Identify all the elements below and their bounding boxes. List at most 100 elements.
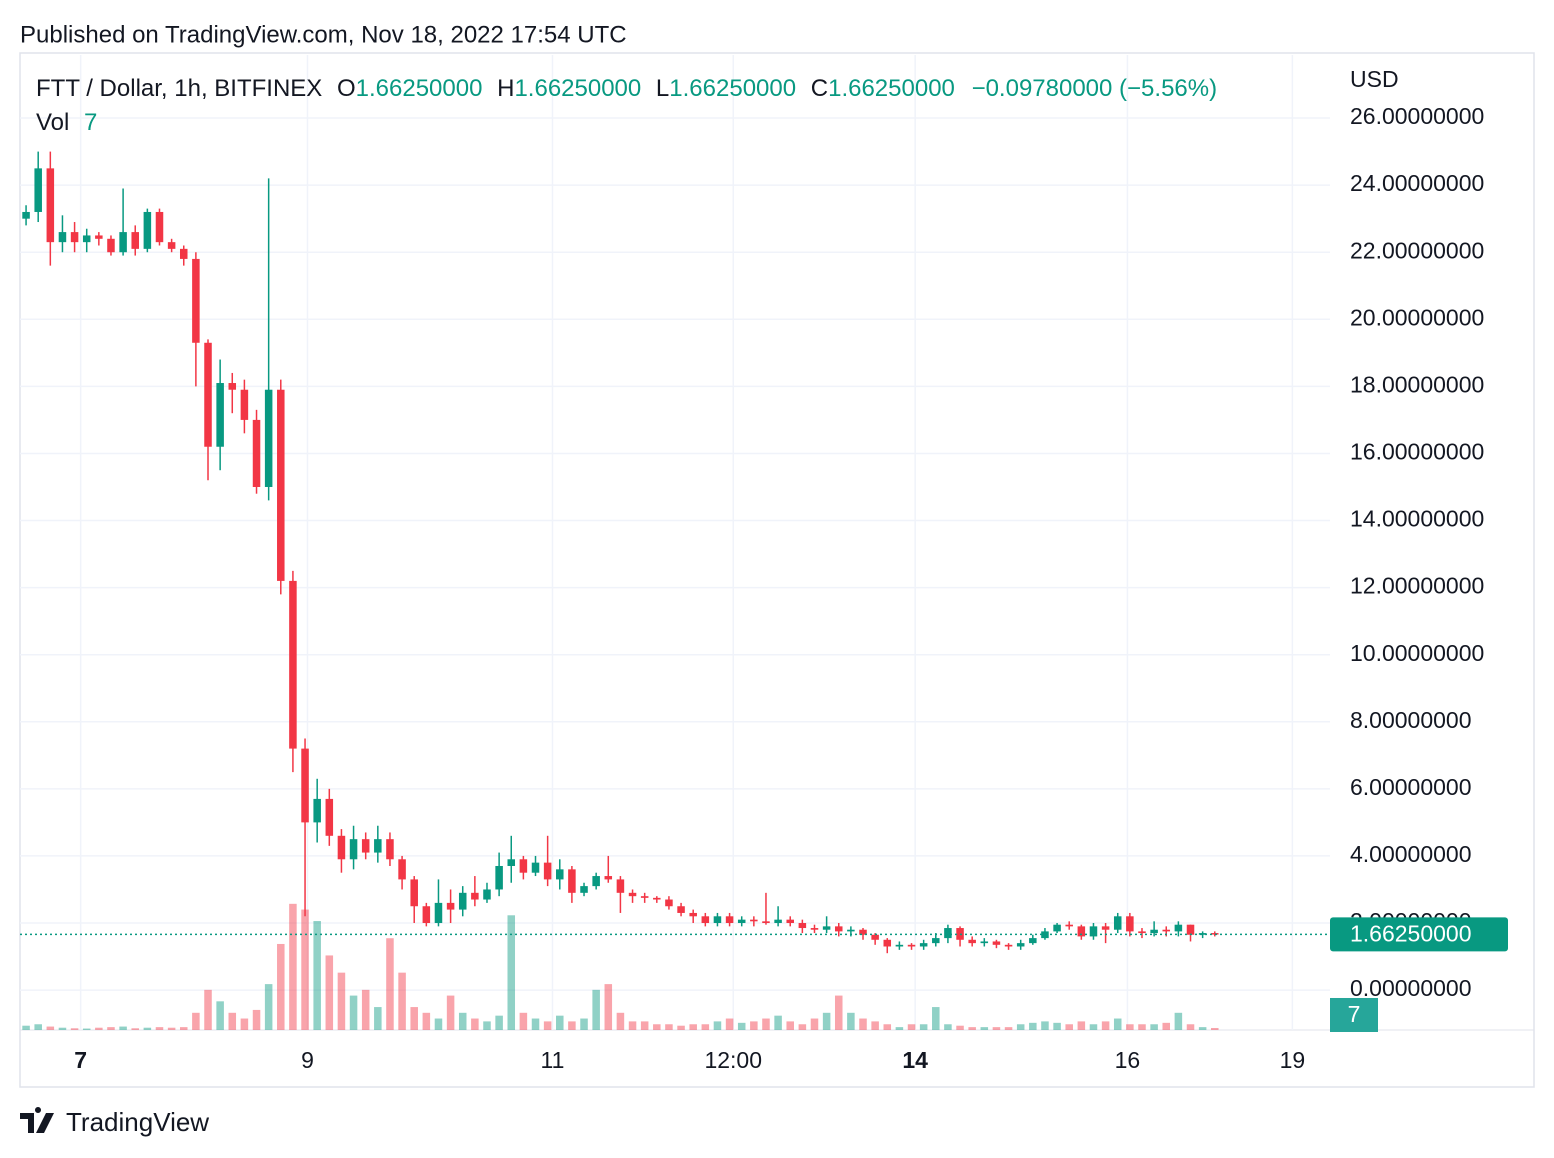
volume-bar bbox=[155, 1027, 164, 1030]
volume-bar bbox=[665, 1024, 673, 1030]
candle-body bbox=[531, 862, 540, 873]
candle-body bbox=[458, 892, 467, 910]
volume-bar bbox=[932, 1007, 940, 1030]
candle-body bbox=[471, 892, 479, 900]
volume-bar bbox=[725, 1018, 734, 1030]
volume-bar bbox=[483, 1021, 491, 1030]
candle-body bbox=[398, 859, 406, 880]
volume-bar bbox=[167, 1027, 176, 1030]
candle-body bbox=[386, 839, 394, 860]
candle-body bbox=[107, 238, 115, 253]
candle-body bbox=[95, 235, 103, 239]
volume-bar bbox=[264, 984, 273, 1030]
volume-bar bbox=[1162, 1022, 1171, 1030]
candle-body bbox=[932, 938, 940, 944]
volume-bar bbox=[1126, 1024, 1134, 1030]
candle-body bbox=[434, 902, 443, 924]
volume-bar bbox=[216, 1001, 224, 1030]
candle-body bbox=[1198, 933, 1207, 935]
y-tick-label: 8.00000000 bbox=[1350, 707, 1472, 733]
volume-bar bbox=[701, 1024, 710, 1030]
volume-bar bbox=[95, 1027, 103, 1030]
volume-bar bbox=[871, 1021, 879, 1030]
candle-body bbox=[883, 939, 892, 947]
volume-bar bbox=[834, 995, 843, 1030]
candle-body bbox=[1053, 924, 1061, 932]
candle-body bbox=[616, 879, 625, 893]
candle-body bbox=[495, 865, 503, 890]
volume-bar bbox=[289, 903, 297, 1030]
volume-bar bbox=[1198, 1027, 1207, 1030]
volume-bar bbox=[1065, 1024, 1073, 1030]
volume-bar bbox=[22, 1025, 30, 1030]
volume-bar bbox=[580, 1018, 588, 1030]
candle-body bbox=[580, 886, 588, 893]
volume-bar bbox=[713, 1021, 722, 1030]
volume-bar bbox=[301, 909, 309, 1030]
candle-body bbox=[628, 892, 637, 897]
volume-bar bbox=[919, 1024, 928, 1030]
y-tick-label: 20.00000000 bbox=[1350, 304, 1484, 330]
candle-body bbox=[228, 383, 237, 390]
candle-body bbox=[192, 258, 200, 343]
volume-bar bbox=[750, 1021, 758, 1030]
candle-body bbox=[313, 798, 321, 823]
candle-body bbox=[689, 912, 697, 917]
candle-body bbox=[1138, 931, 1146, 934]
volume-label: Vol bbox=[36, 109, 69, 136]
volume-bar bbox=[434, 1018, 443, 1030]
candle-body bbox=[543, 862, 552, 880]
brand-logo: TradingView bbox=[20, 1107, 209, 1137]
volume-bar bbox=[1077, 1021, 1086, 1030]
volume-bar bbox=[204, 989, 212, 1030]
candle-body bbox=[34, 168, 42, 212]
volume-bar bbox=[495, 1015, 503, 1030]
volume-bar bbox=[883, 1024, 892, 1030]
y-tick-label: 0.00000000 bbox=[1350, 975, 1472, 1001]
y-tick-label: 12.00000000 bbox=[1350, 573, 1484, 599]
y-tick-label: 22.00000000 bbox=[1350, 237, 1484, 263]
candle-body bbox=[992, 941, 1001, 945]
volume-bar bbox=[70, 1028, 79, 1030]
y-tick-label: 18.00000000 bbox=[1350, 371, 1484, 397]
volume-bar bbox=[228, 1012, 237, 1030]
candle-body bbox=[22, 211, 30, 219]
candle-body bbox=[919, 943, 928, 947]
x-tick-label: 16 bbox=[1115, 1047, 1141, 1073]
open-label: O bbox=[337, 75, 356, 102]
volume-bar bbox=[531, 1018, 540, 1030]
candle-body bbox=[70, 232, 79, 243]
volume-bar bbox=[1174, 1012, 1183, 1030]
volume-bar bbox=[616, 1012, 625, 1030]
candle-body bbox=[446, 902, 455, 910]
candle-body bbox=[665, 899, 673, 907]
candle-body bbox=[701, 916, 710, 924]
candle-body bbox=[1101, 926, 1110, 930]
volume-bar bbox=[471, 1018, 479, 1030]
volume-bar bbox=[337, 972, 346, 1030]
logo-icon bbox=[20, 1107, 54, 1133]
volume-bar bbox=[1138, 1024, 1146, 1030]
volume-bar bbox=[131, 1028, 139, 1030]
volume-bar bbox=[992, 1027, 1001, 1030]
candle-body bbox=[82, 235, 91, 243]
candle-body bbox=[895, 944, 904, 947]
volume-bar bbox=[107, 1027, 115, 1030]
candle-body bbox=[143, 211, 152, 249]
change-value: −0.09780000 (−5.56%) bbox=[972, 75, 1218, 102]
volume-bar bbox=[46, 1026, 55, 1030]
volume-bar bbox=[762, 1018, 770, 1030]
x-tick-label: 7 bbox=[74, 1047, 87, 1073]
volume-bar bbox=[907, 1024, 916, 1030]
candle-body bbox=[483, 889, 491, 900]
candle-body bbox=[786, 919, 794, 924]
volume-bar bbox=[786, 1021, 794, 1030]
candle-body bbox=[289, 580, 297, 749]
candle-body bbox=[131, 232, 139, 249]
candles bbox=[22, 151, 1219, 954]
candle-body bbox=[507, 859, 516, 866]
y-tick-label: 10.00000000 bbox=[1350, 640, 1484, 666]
volume-bar bbox=[252, 1009, 261, 1030]
candle-body bbox=[1126, 916, 1134, 932]
